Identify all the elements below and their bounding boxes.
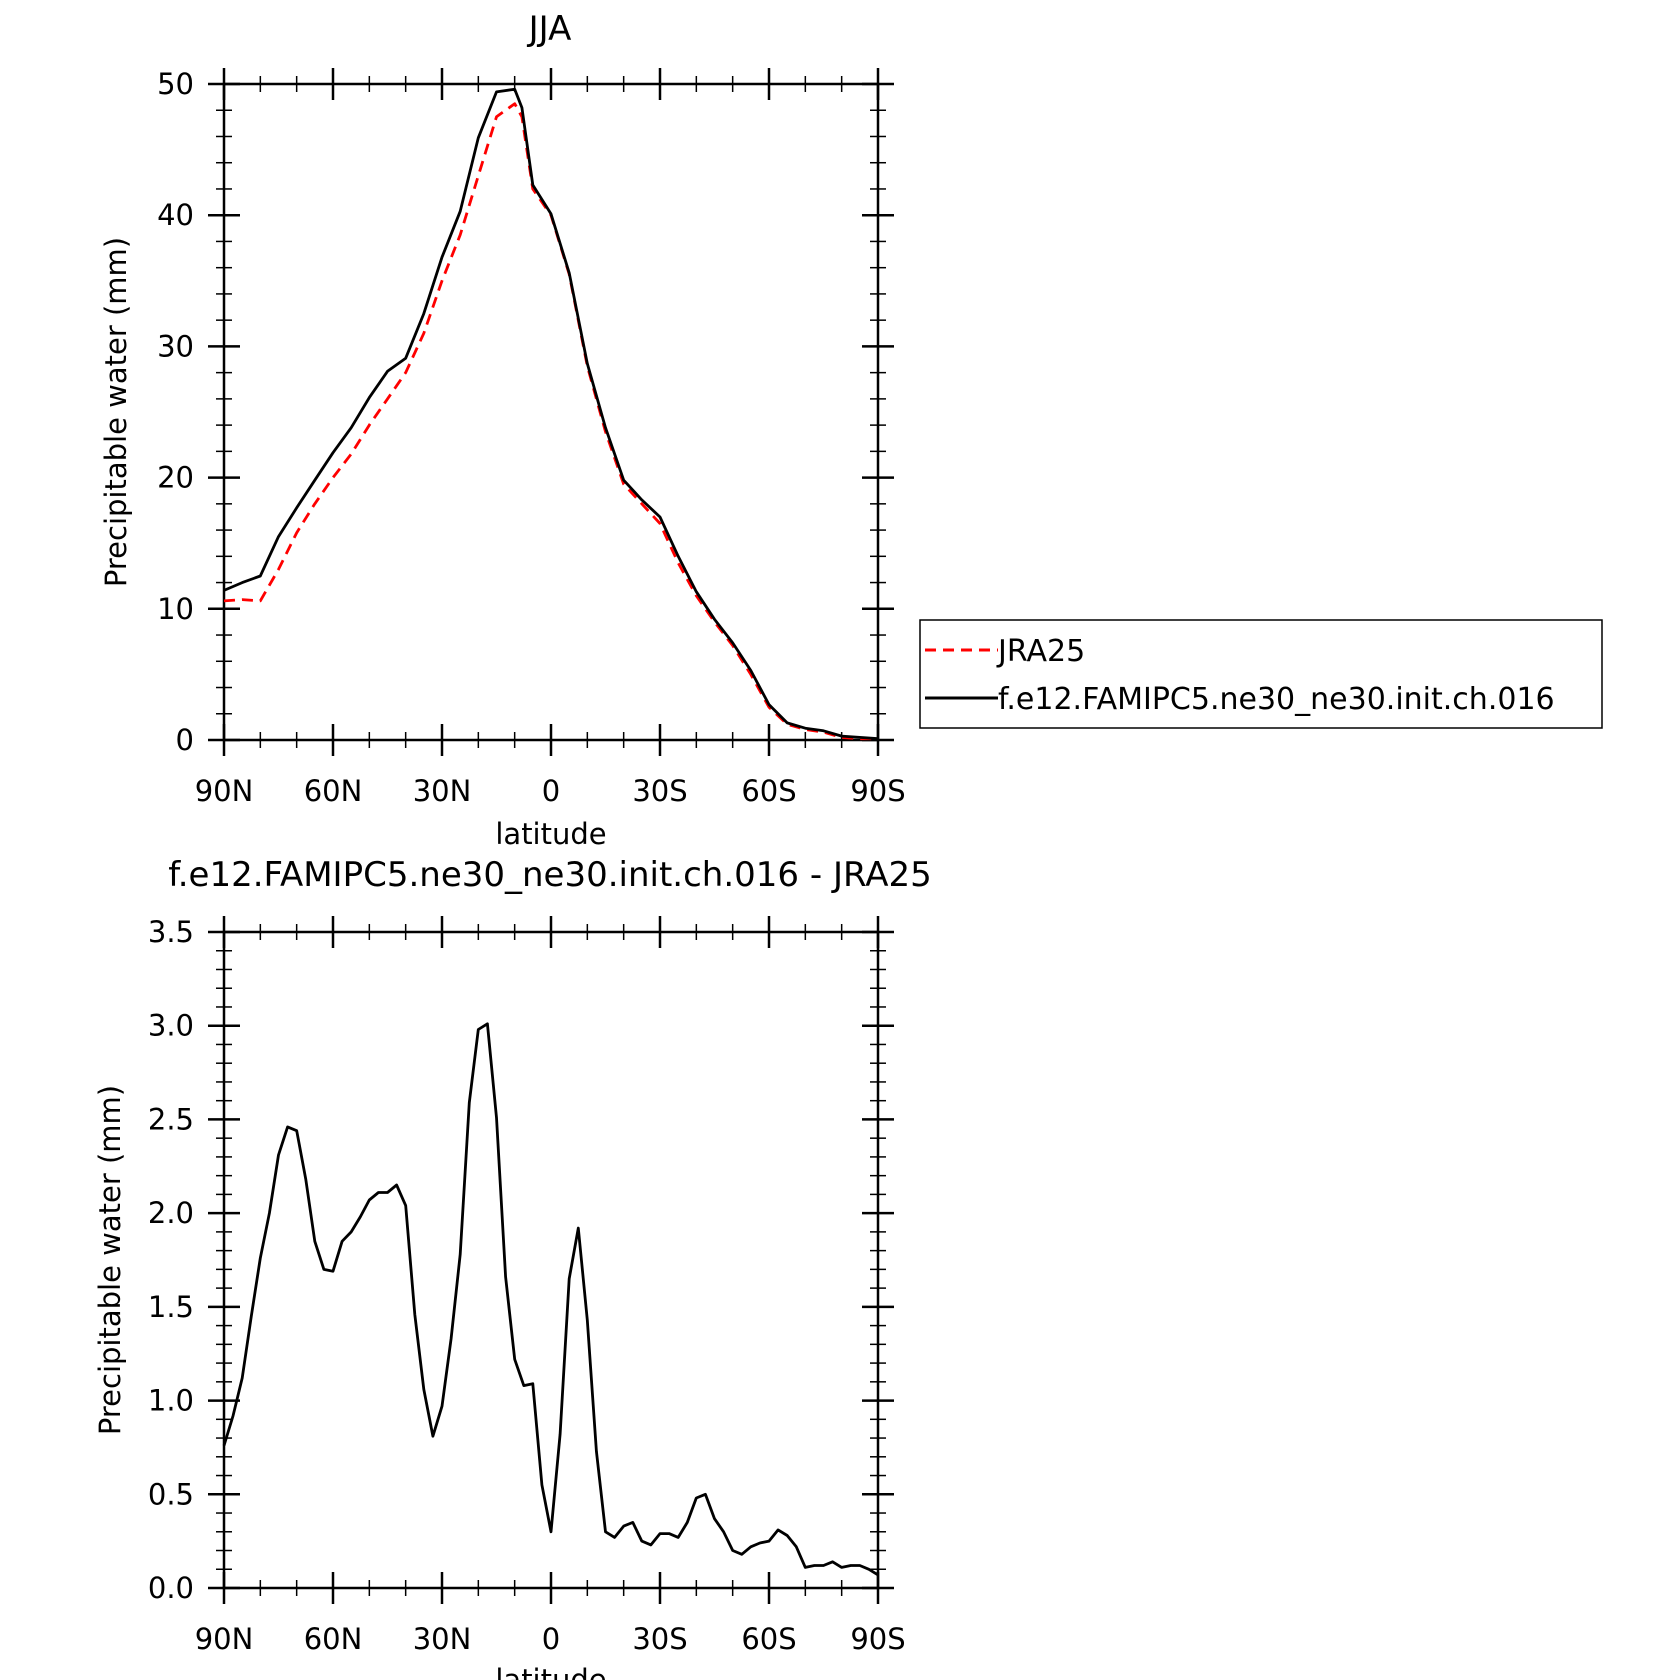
x-tick-label: 30N [413, 1622, 472, 1656]
legend: JRA25 f.e12.FAMIPC5.ne30_ne30.init.ch.01… [919, 619, 1603, 729]
x-tick-label: 60S [741, 774, 796, 808]
x-tick-label: 90S [850, 1622, 905, 1656]
y-tick-label: 3.5 [148, 915, 194, 949]
y-tick-label: 50 [157, 67, 194, 101]
y-tick-label: 2.0 [148, 1196, 194, 1230]
y-tick-label: 20 [157, 461, 194, 495]
x-tick-label: 90N [195, 1622, 254, 1656]
x-tick-label: 30S [632, 774, 687, 808]
x-axis-label: latitude [495, 817, 606, 851]
y-tick-label: 3.0 [148, 1009, 194, 1043]
y-tick-label: 10 [157, 592, 194, 626]
difference-chart-panel: f.e12.FAMIPC5.ne30_ne30.init.ch.016 - JR… [93, 855, 932, 1680]
major-ticks [208, 68, 894, 756]
minor-ticks [216, 76, 886, 748]
y-tick-label: 0.0 [148, 1571, 194, 1605]
y-tick-label: 0 [176, 723, 194, 757]
x-tick-label: 60N [304, 1622, 363, 1656]
x-tick-label: 0 [542, 1622, 560, 1656]
major-ticks [208, 916, 894, 1604]
y-tick-label: 1.0 [148, 1384, 194, 1418]
x-tick-label: 30S [632, 1622, 687, 1656]
y-tick-label: 1.5 [148, 1290, 194, 1324]
x-tick-label: 90N [195, 774, 254, 808]
plot-frame [222, 82, 880, 742]
series-lines [223, 87, 879, 741]
series-line-model [222, 1022, 879, 1577]
series-line-jra25 [223, 102, 878, 741]
x-tick-label: 60N [304, 774, 363, 808]
minor-ticks [216, 924, 886, 1596]
y-tick-label: 30 [157, 329, 194, 363]
y-axis-label: Precipitable water (mm) [99, 237, 133, 587]
x-tick-label: 60S [741, 1622, 796, 1656]
series-line-model [223, 87, 879, 741]
y-tick-label: 0.5 [148, 1477, 194, 1511]
chart-title: f.e12.FAMIPC5.ne30_ne30.init.ch.016 - JR… [168, 855, 932, 895]
series-lines [222, 1022, 879, 1577]
tick-labels: 0 10 20 30 40 50 90N 60N 30N 0 30S 60S 90S [157, 67, 906, 808]
x-tick-label: 90S [850, 774, 905, 808]
chart-title: JJA [527, 9, 572, 49]
y-tick-label: 40 [157, 198, 194, 232]
y-tick-label: 2.5 [148, 1102, 194, 1136]
x-tick-label: 0 [542, 774, 560, 808]
mean-chart-panel: JJA 0 10 20 30 40 50 90N 60N 30N 0 30S 60S 90S latit… [99, 9, 906, 851]
legend-label-jra25: JRA25 [996, 634, 1085, 669]
legend-label-model: f.e12.FAMIPC5.ne30_ne30.init.ch.016 [998, 682, 1555, 717]
legend-box [919, 619, 1603, 729]
x-axis-label: latitude [495, 1663, 606, 1680]
tick-labels: 0.0 0.5 1.0 1.5 2.0 2.5 3.0 3.5 90N 60N 30N 0 30S 60S… [148, 915, 906, 1656]
x-tick-label: 30N [413, 774, 472, 808]
y-axis-label: Precipitable water (mm) [93, 1085, 127, 1435]
